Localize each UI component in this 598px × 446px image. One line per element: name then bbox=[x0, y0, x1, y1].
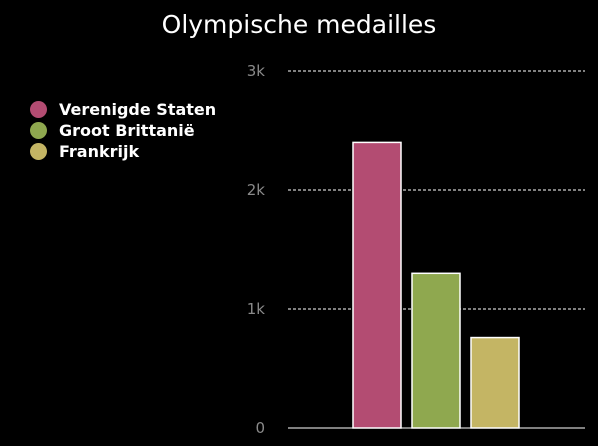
y-tick-label: 1k bbox=[247, 300, 266, 318]
legend-item-groot-brittannie[interactable]: Groot Brittanië bbox=[30, 120, 216, 141]
legend-swatch bbox=[30, 122, 47, 139]
bars bbox=[352, 141, 520, 429]
chart-title: Olympische medailles bbox=[161, 10, 437, 39]
legend: Verenigde Staten Groot Brittanië Frankri… bbox=[30, 99, 216, 162]
bar-groot-brittani-[interactable] bbox=[411, 272, 461, 429]
y-tick-label: 3k bbox=[247, 62, 266, 80]
y-tick-label: 0 bbox=[255, 419, 265, 437]
gridlines bbox=[288, 70, 585, 310]
legend-swatch bbox=[30, 101, 47, 118]
legend-item-frankrijk[interactable]: Frankrijk bbox=[30, 141, 216, 162]
y-tick-label: 2k bbox=[247, 181, 266, 199]
bar-frankrijk[interactable] bbox=[470, 336, 520, 429]
y-axis-ticks: 0 1k 2k 3k bbox=[247, 62, 266, 437]
bar-verenigde-staten[interactable] bbox=[352, 141, 402, 429]
legend-label: Groot Brittanië bbox=[59, 121, 195, 140]
legend-item-verenigde-staten[interactable]: Verenigde Staten bbox=[30, 99, 216, 120]
legend-label: Verenigde Staten bbox=[59, 100, 217, 119]
legend-label: Frankrijk bbox=[59, 142, 140, 161]
legend-swatch bbox=[30, 143, 47, 160]
